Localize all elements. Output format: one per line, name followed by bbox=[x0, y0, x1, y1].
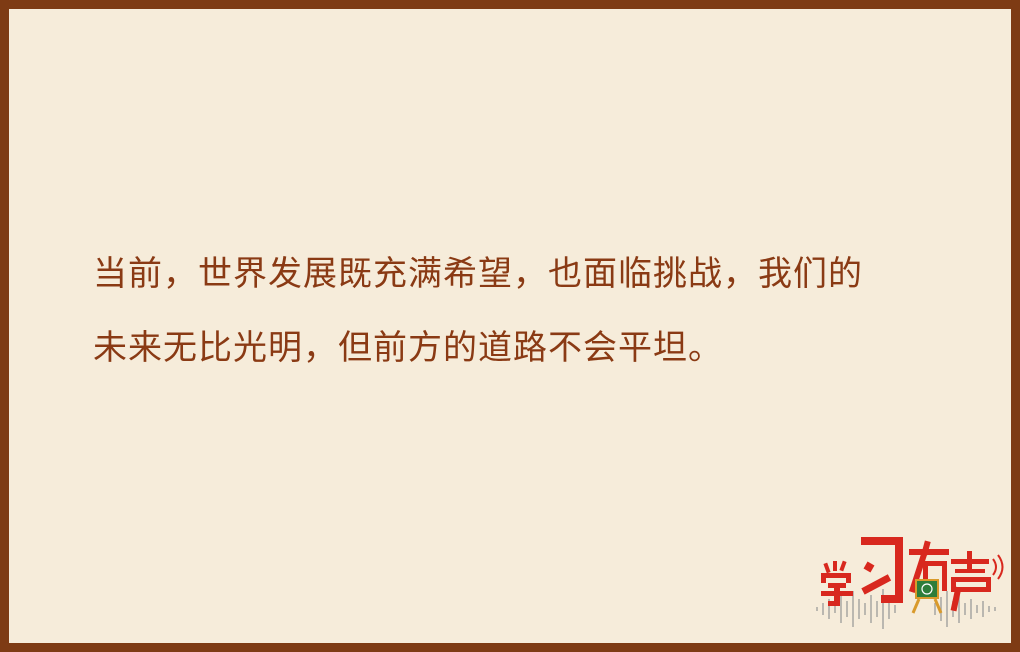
logo-char-sheng bbox=[950, 551, 991, 612]
quote-line-2: 未来无比光明，但前方的道路不会平坦。 bbox=[93, 328, 723, 368]
quote-line-1: 当前，世界发展既充满希望，也面临挑战，我们的 bbox=[93, 254, 863, 294]
logo-char-xue bbox=[821, 560, 853, 606]
chalkboard-icon bbox=[911, 579, 943, 614]
xuexi-youshng-logo bbox=[816, 537, 1004, 629]
logo-char-xi bbox=[861, 537, 903, 603]
broadcast-icon bbox=[992, 554, 1004, 580]
quote-text: 当前，世界发展既充满希望，也面临挑战，我们的 未来无比光明，但前方的道路不会平坦… bbox=[93, 237, 953, 385]
logo-char-you bbox=[908, 540, 949, 593]
